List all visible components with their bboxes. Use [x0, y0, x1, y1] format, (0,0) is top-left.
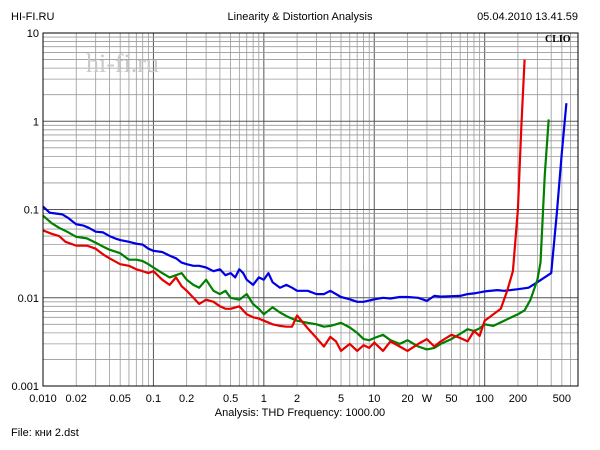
y-tick-label: 1 — [33, 116, 39, 128]
clio-logo: CLIO — [545, 34, 571, 45]
y-tick-label: 10 — [27, 28, 39, 40]
y-tick-label: 0.1 — [24, 205, 39, 217]
x-tick-label: 10 — [368, 393, 380, 405]
grid-lines — [42, 32, 579, 387]
x-tick-label: W — [422, 393, 433, 405]
file-name: File: кни 2.dst — [11, 427, 79, 439]
series-line-2 — [42, 119, 550, 351]
x-tick-label: 0.010 — [29, 393, 57, 405]
plot-border — [42, 32, 579, 387]
x-tick-label: 2 — [294, 393, 300, 405]
header-timestamp: 05.04.2010 13.41.59 — [477, 11, 578, 23]
header-site-name: HI-FI.RU — [11, 11, 55, 23]
series-line-3 — [42, 59, 526, 352]
x-tick-label: 0.1 — [146, 393, 161, 405]
watermark-logo: hi-fi.ru — [86, 49, 159, 78]
x-tick-label: 20 — [401, 393, 413, 405]
series-group — [42, 59, 568, 352]
y-tick-label: 0.01 — [18, 293, 39, 305]
chart-title: Linearity & Distortion Analysis — [227, 11, 373, 23]
analysis-info: Analysis: THD Frequency: 1000.00 — [214, 407, 386, 419]
x-tick-label: 5 — [338, 393, 344, 405]
x-tick-label: 0.02 — [66, 393, 87, 405]
tick-labels: 0.010 0.02 0.05 0.1 0.2 0.5 1 2 5 10 20 W 50 100 200 50… — [11, 28, 571, 405]
x-tick-label: 500 — [553, 393, 571, 405]
series-line-1 — [42, 103, 568, 303]
x-tick-label: 0.2 — [179, 393, 194, 405]
x-tick-label: 0.05 — [109, 393, 130, 405]
x-tick-label: 50 — [445, 393, 457, 405]
x-tick-label: 1 — [261, 393, 267, 405]
x-tick-label: 200 — [509, 393, 527, 405]
x-tick-label: 100 — [476, 393, 494, 405]
x-tick-label: 0.5 — [223, 393, 238, 405]
y-tick-label: 0.001 — [11, 381, 39, 393]
